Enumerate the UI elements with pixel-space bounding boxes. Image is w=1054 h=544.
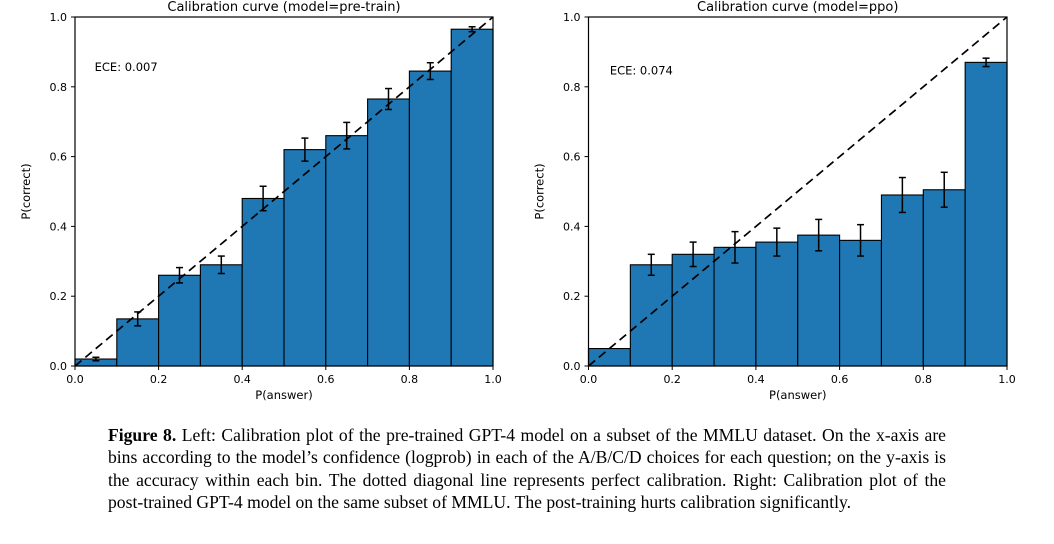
chart-pretrain: Calibration curve (model=pre-train) 0.0 0… — [19, 0, 502, 402]
calibration-bar — [199, 264, 243, 367]
plot-border — [587, 16, 1008, 367]
y-tick-label: 0.0 — [563, 360, 581, 373]
x-tick-label: 0.2 — [150, 373, 168, 386]
calibration-charts-row: Calibration curve (model=pre-train) 0.0 0… — [19, 0, 1016, 402]
calibration-bar — [839, 239, 883, 367]
y-tick-label: 0.0 — [50, 360, 68, 373]
ece-annotation: ECE: 0.007 — [95, 60, 158, 74]
x-tick-label: 1.0 — [998, 373, 1016, 386]
calibration-bar — [797, 234, 841, 367]
ece-annotation: ECE: 0.074 — [610, 64, 673, 78]
calibration-bar — [408, 70, 452, 367]
x-tick-label: 0.0 — [66, 373, 84, 386]
x-tick-label: 1.0 — [484, 373, 502, 386]
plot-area: 0.0 0.2 0.4 0.6 0.8 1.0 0.0 0.2 0.4 0.6 0.8 1.0 — [50, 11, 502, 386]
figure-caption: Figure 8. Left: Calibration plot of the … — [108, 424, 946, 513]
calibration-bar — [755, 241, 799, 367]
x-tick-label: 0.4 — [233, 373, 251, 386]
calibration-bar — [964, 61, 1008, 367]
x-tick-label: 0.4 — [747, 373, 765, 386]
y-tick-label: 0.4 — [50, 220, 68, 233]
caption-text: Left: Calibration plot of the pre-traine… — [108, 425, 946, 512]
calibration-bar — [880, 194, 924, 367]
x-tick-label: 0.0 — [580, 373, 598, 386]
x-axis-label: P(answer) — [255, 388, 312, 402]
y-tick-label: 0.6 — [50, 151, 68, 164]
calibration-bar — [450, 28, 494, 367]
calibration-bar — [922, 189, 966, 367]
calibration-bar — [629, 264, 673, 367]
x-axis-label: P(answer) — [769, 388, 826, 402]
y-tick-label: 1.0 — [563, 11, 581, 24]
y-tick-label: 0.2 — [50, 290, 68, 303]
y-tick-label: 0.4 — [563, 220, 581, 233]
y-tick-label: 0.6 — [563, 151, 581, 164]
x-tick-label: 0.8 — [915, 373, 933, 386]
y-tick-label: 0.8 — [563, 81, 581, 94]
calibration-bar — [671, 253, 715, 367]
x-tick-label: 0.6 — [831, 373, 849, 386]
calibration-bar — [713, 246, 757, 367]
calibration-bar — [158, 274, 201, 367]
perfect-calibration-line — [587, 16, 1008, 367]
y-axis-label: P(correct) — [19, 163, 33, 219]
y-tick-label: 0.2 — [563, 290, 581, 303]
calibration-bar — [241, 197, 285, 367]
x-tick-label: 0.2 — [663, 373, 681, 386]
x-tick-label: 0.6 — [317, 373, 335, 386]
plot-area: 0.0 0.2 0.4 0.6 0.8 1.0 0.0 0.2 0.4 0.6 0.8 1.0 — [563, 11, 1016, 386]
calibration-bar — [587, 347, 631, 367]
plot-border — [74, 16, 494, 367]
chart-title: Calibration curve (model=ppo) — [697, 0, 898, 15]
chart-ppo: Calibration curve (model=ppo) 0.0 0.2 0.4 0… — [533, 0, 1016, 402]
calibration-bar — [367, 98, 410, 367]
chart-title: Calibration curve (model=pre-train) — [167, 0, 400, 15]
y-tick-label: 0.8 — [50, 81, 68, 94]
x-tick-label: 0.8 — [401, 373, 419, 386]
calibration-bar — [283, 149, 327, 367]
y-axis-label: P(correct) — [533, 163, 547, 219]
caption-label: Figure 8. — [108, 425, 177, 445]
calibration-bar — [325, 135, 369, 367]
y-tick-label: 1.0 — [50, 11, 68, 24]
perfect-calibration-line — [74, 16, 494, 367]
